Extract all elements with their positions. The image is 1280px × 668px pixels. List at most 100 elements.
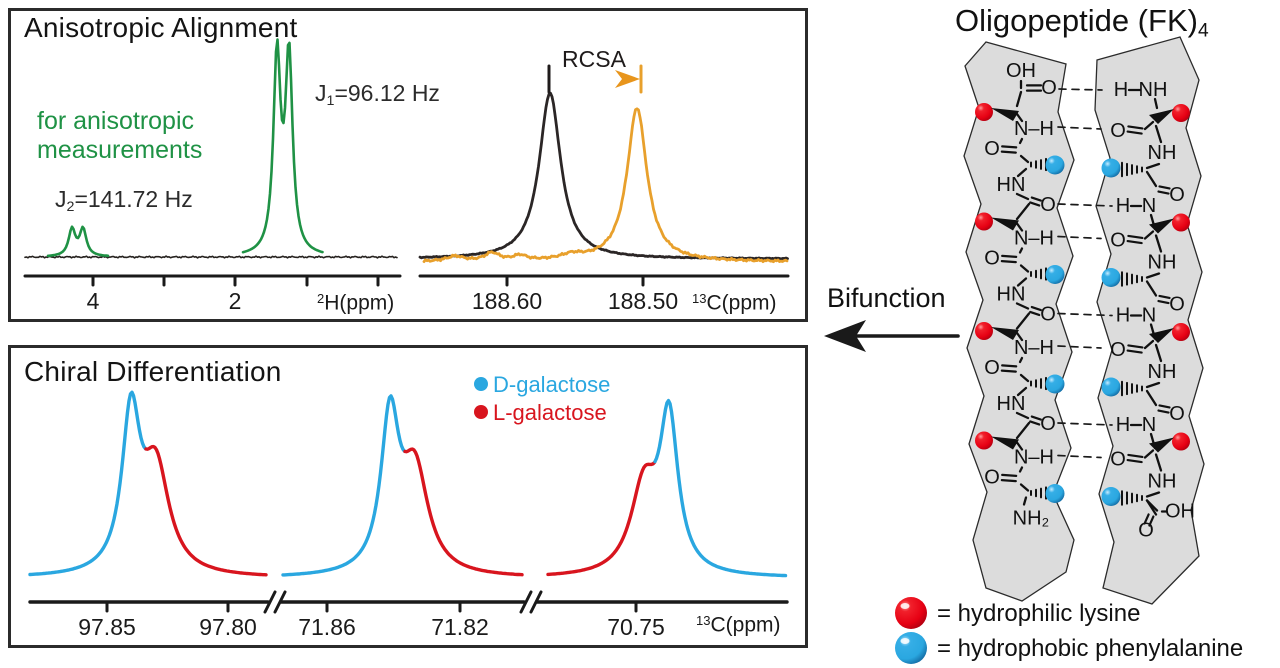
lysine-ball-icon <box>1172 104 1190 122</box>
chem-label: NH <box>1148 142 1177 164</box>
chem-bond <box>1145 280 1158 297</box>
chem-bond <box>1015 192 1030 201</box>
chem-double-bond <box>1127 234 1144 240</box>
axis-break-mark <box>529 590 543 614</box>
chem-bond <box>1143 449 1155 459</box>
chem-label: O <box>1169 184 1185 206</box>
l-galactose-dot-icon <box>474 405 488 419</box>
axis-break-mark <box>263 590 277 614</box>
phenylalanine-ball-icon <box>895 632 927 664</box>
tick-label-188.50: 188.50 <box>607 288 679 314</box>
chem-bond <box>1018 356 1024 364</box>
hydrogen-bond-dash <box>1057 235 1102 240</box>
h2-spectrum-curve <box>46 225 110 258</box>
stereo-wedge <box>991 327 1019 340</box>
chem-label: O <box>1110 120 1126 142</box>
chem-double-bond <box>1126 239 1143 245</box>
lysine-ball-icon <box>1172 323 1190 341</box>
chem-double-bond <box>1126 349 1143 354</box>
chem-double-bond <box>1127 453 1144 459</box>
axis-break-mark <box>273 590 287 614</box>
chem-bond <box>1015 421 1031 440</box>
bifunction-arrowhead-icon <box>824 320 866 352</box>
chem-bond <box>1015 202 1031 221</box>
rcsa-annotation: RCSA <box>562 46 626 72</box>
stereo-wedge <box>991 217 1019 231</box>
chem-label: H <box>1116 414 1130 436</box>
legend-l-galactose: L-galactose <box>493 400 607 425</box>
chem-bond <box>1154 124 1163 144</box>
chem-label: HN <box>997 393 1026 415</box>
hydrogen-bond-dash <box>1057 345 1102 349</box>
chem-bond <box>1015 312 1031 330</box>
chem-label: O <box>1041 77 1057 99</box>
lysine-ball-icon <box>1172 213 1190 232</box>
tick-label-97.85: 97.85 <box>78 614 136 640</box>
hydrogen-bond-dash <box>1058 88 1103 91</box>
chem-label: H <box>1116 195 1130 217</box>
chem-bond <box>1015 222 1024 232</box>
chem-bond <box>1143 120 1155 131</box>
rcsa-arrowhead-icon <box>615 70 640 88</box>
chem-bond <box>1145 162 1161 170</box>
chiral-peak-group-2 <box>403 447 524 577</box>
oligopeptide-title: Oligopeptide (FK)4 <box>955 3 1209 42</box>
tick-label-4: 4 <box>86 288 100 314</box>
anisotropic-note: for anisotropic measurements <box>37 107 203 164</box>
chem-double-bond <box>1001 364 1018 368</box>
chem-bond <box>1145 499 1159 512</box>
chem-double-bond <box>1157 190 1170 195</box>
phenylalanine-ball-icon <box>1101 377 1121 397</box>
chem-label: N <box>1142 195 1156 217</box>
ball-highlight <box>900 638 910 644</box>
lysine-ball-icon <box>895 597 927 629</box>
chem-label: O <box>1040 304 1056 326</box>
chem-bond <box>1019 483 1030 492</box>
chem-bond <box>1016 386 1028 397</box>
lysine-ball-icon <box>975 322 993 340</box>
chem-bond <box>1145 389 1158 407</box>
chem-label: HN <box>997 284 1026 306</box>
chem-label: O <box>1138 520 1154 542</box>
chem-double-bond <box>1158 185 1171 190</box>
chem-double-bond <box>1030 196 1042 202</box>
phenylalanine-ball-icon <box>1101 158 1121 178</box>
chem-label: NH <box>1148 471 1177 493</box>
beta-strand-right <box>1094 36 1205 605</box>
stereo-wedge <box>1149 109 1174 124</box>
h2-axis-unit-label: 2H(ppm) <box>317 291 395 315</box>
chem-bond <box>1015 331 1024 342</box>
chem-bond <box>1015 441 1024 451</box>
chem-double-bond <box>1157 299 1170 305</box>
hydrogen-bond-dash <box>1057 126 1102 130</box>
chem-bond <box>1145 381 1161 389</box>
chem-bond <box>1015 302 1030 310</box>
chiral-panel-title: Chiral Differentiation <box>24 356 282 387</box>
chem-double-bond <box>1029 310 1041 317</box>
chem-double-bond <box>1000 369 1017 373</box>
chem-bond <box>1015 90 1023 108</box>
chem-label: O <box>1169 403 1185 425</box>
chem-double-bond <box>1126 130 1143 135</box>
legend-hydrophilic-lysine: = hydrophilic lysine <box>937 600 1141 627</box>
legend-hydrophobic-phenylalanine: = hydrophobic phenylalanine <box>937 635 1244 662</box>
chem-bond <box>1143 339 1155 350</box>
chem-bond <box>1019 154 1030 164</box>
axis-break-mark <box>519 590 533 614</box>
ball-highlight <box>900 603 910 609</box>
phenylalanine-ball-icon <box>1045 265 1065 284</box>
chem-bond <box>1016 167 1028 178</box>
chem-bond <box>1018 247 1024 254</box>
chem-double-bond <box>1030 415 1042 421</box>
phenylalanine-ball-icon <box>1101 487 1121 506</box>
chem-double-bond <box>1157 409 1170 414</box>
chem-label: NH <box>1148 361 1177 383</box>
chiral-panel <box>8 345 808 648</box>
chem-label: H <box>1116 305 1130 327</box>
chiral-peak-group-1 <box>144 444 268 577</box>
chem-double-bond <box>1127 344 1144 349</box>
tick-label-2: 2 <box>228 288 242 314</box>
chem-bond <box>1018 466 1024 473</box>
anisotropic-c13-curve <box>422 107 789 264</box>
